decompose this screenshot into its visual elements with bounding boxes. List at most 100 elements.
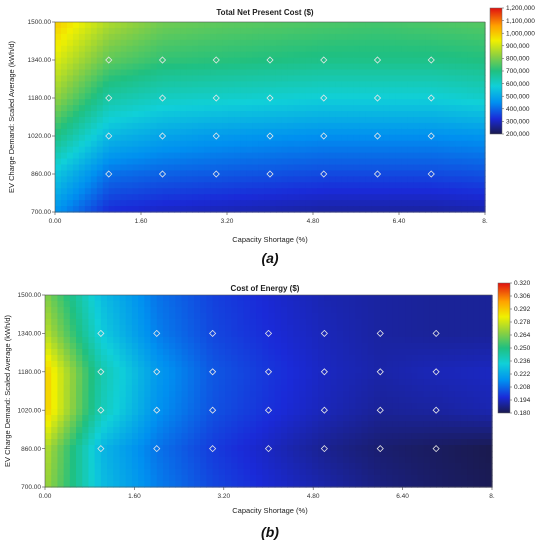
- heatmap-cell: [281, 170, 289, 177]
- heatmap-cell: [206, 349, 214, 356]
- heatmap-cell: [392, 331, 400, 338]
- heatmap-cell: [429, 433, 437, 440]
- heatmap-cell: [311, 331, 319, 338]
- heatmap-cell: [330, 373, 338, 380]
- heatmap-cell: [281, 158, 289, 166]
- heatmap-cell: [443, 75, 450, 82]
- heatmap-cell: [305, 105, 313, 112]
- heatmap-cell: [55, 146, 62, 154]
- heatmap-cell: [174, 57, 182, 65]
- heatmap-cell: [367, 301, 375, 308]
- heatmap-cell: [192, 45, 199, 53]
- heatmap-cell: [268, 295, 276, 302]
- heatmap-cell: [88, 439, 96, 446]
- heatmap-cell: [216, 111, 223, 118]
- heatmap-cell: [467, 415, 474, 422]
- heatmap-cell: [256, 367, 263, 374]
- heatmap-cell: [76, 319, 83, 326]
- heatmap-cell: [76, 427, 83, 434]
- heatmap-cell: [174, 87, 182, 94]
- heatmap-cell: [423, 481, 431, 488]
- heatmap-cell: [225, 343, 232, 350]
- heatmap-cell: [374, 415, 381, 422]
- heatmap-cell: [174, 194, 182, 201]
- heatmap-cell: [311, 385, 319, 392]
- heatmap-cell: [88, 427, 96, 434]
- heatmap-cell: [180, 87, 187, 94]
- heatmap-cell: [311, 373, 319, 380]
- heatmap-cell: [443, 158, 450, 166]
- heatmap-cell: [429, 385, 437, 392]
- heatmap-cell: [367, 373, 375, 380]
- heatmap-cell: [371, 75, 379, 82]
- heatmap-cell: [60, 188, 68, 195]
- heatmap-cell: [359, 164, 367, 172]
- colorbar-tick-label: 0.278: [514, 319, 531, 326]
- heatmap-cell: [194, 331, 201, 338]
- heatmap-cell: [114, 87, 122, 94]
- heatmap-cell: [485, 295, 493, 302]
- heatmap-cell: [365, 81, 373, 88]
- heatmap-cell: [132, 87, 140, 94]
- heatmap-cell: [411, 409, 419, 416]
- heatmap-cell: [287, 373, 294, 380]
- heatmap-cell: [479, 128, 486, 136]
- heatmap-cell: [138, 87, 146, 94]
- heatmap-cell: [174, 128, 182, 136]
- heatmap-cell: [192, 152, 199, 160]
- heatmap-cell: [299, 206, 307, 213]
- heatmap-cell: [473, 337, 481, 344]
- heatmap-cell: [82, 295, 90, 302]
- heatmap-cell: [367, 463, 375, 470]
- heatmap-cell: [225, 367, 232, 374]
- heatmap-cell: [287, 349, 294, 356]
- heatmap-cell: [335, 87, 343, 94]
- heatmap-cell: [417, 355, 425, 362]
- heatmap-cell: [51, 421, 59, 428]
- heatmap-cell: [359, 105, 367, 112]
- heatmap-cell: [169, 319, 176, 326]
- heatmap-cell: [231, 307, 239, 314]
- heatmap-cell: [417, 373, 425, 380]
- heatmap-cell: [119, 319, 127, 326]
- heatmap-cell: [413, 33, 420, 41]
- heatmap-cell: [305, 152, 313, 160]
- heatmap-cell: [120, 111, 128, 118]
- heatmap-cell: [119, 349, 127, 356]
- x-tick-label: 1.60: [128, 493, 141, 500]
- heatmap-cell: [162, 421, 170, 428]
- heatmap-cell: [395, 170, 402, 177]
- heatmap-cell: [275, 200, 283, 207]
- heatmap-cell: [417, 397, 425, 404]
- heatmap-cell: [175, 463, 183, 470]
- heatmap-cell: [473, 379, 481, 386]
- heatmap-cell: [249, 469, 257, 476]
- heatmap-cell: [280, 421, 288, 428]
- heatmap-cell: [69, 361, 77, 368]
- heatmap-cell: [311, 87, 319, 94]
- heatmap-cell: [132, 105, 140, 112]
- heatmap-cell: [72, 206, 80, 213]
- heatmap-cell: [431, 75, 438, 82]
- heatmap-cell: [275, 69, 283, 77]
- heatmap-cell: [274, 313, 282, 320]
- x-tick-label: 4.80: [307, 493, 320, 500]
- heatmap-cell: [252, 27, 259, 35]
- heatmap-cell: [287, 433, 294, 440]
- heatmap-cell: [76, 433, 83, 440]
- heatmap-cell: [222, 93, 229, 100]
- heatmap-cell: [96, 128, 104, 136]
- heatmap-cell: [270, 45, 277, 53]
- heatmap-cell: [162, 385, 170, 392]
- heatmap-cell: [150, 379, 158, 386]
- heatmap-cell: [413, 63, 420, 71]
- heatmap-cell: [479, 87, 486, 94]
- heatmap-cell: [398, 409, 406, 416]
- heatmap-cell: [206, 313, 214, 320]
- sample-marker: [432, 329, 440, 337]
- heatmap-cell: [156, 152, 164, 160]
- heatmap-cell: [299, 176, 307, 183]
- heatmap-cell: [413, 146, 420, 154]
- heatmap-cell: [162, 87, 170, 94]
- heatmap-cell: [343, 361, 350, 368]
